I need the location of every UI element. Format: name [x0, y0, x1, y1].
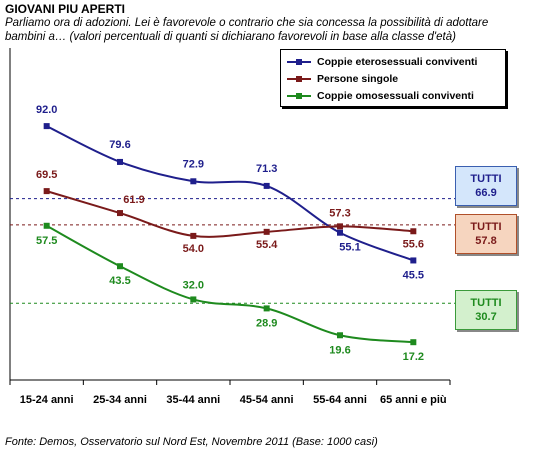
- total-label: TUTTI: [470, 297, 502, 309]
- data-point-marker: [117, 263, 123, 270]
- data-label: 69.5: [36, 169, 57, 181]
- data-label: 92.0: [36, 104, 57, 116]
- data-label: 79.6: [109, 139, 130, 151]
- data-point-marker: [117, 158, 123, 165]
- data-label: 55.6: [403, 238, 424, 250]
- data-point-marker: [410, 257, 417, 264]
- total-value: 66.9: [475, 187, 497, 199]
- series-line: [46, 125, 414, 262]
- data-point-marker: [43, 188, 50, 195]
- data-label: 19.6: [329, 344, 350, 356]
- data-label: 57.3: [329, 207, 350, 219]
- legend-label: Coppie omosessuali conviventi: [317, 89, 474, 102]
- chart-legend: Coppie eterosessuali conviventi Persone …: [280, 49, 506, 107]
- data-point-marker: [337, 229, 343, 236]
- x-tick-label: 55-64 anni: [313, 394, 367, 406]
- total-box-omosessuali: TUTTI 30.7: [455, 290, 517, 330]
- data-label: 54.0: [183, 243, 204, 255]
- x-tick-label: 45-54 anni: [240, 394, 294, 406]
- legend-item-singole: Persone singole: [287, 70, 499, 87]
- data-label: 72.9: [183, 158, 204, 170]
- total-value: 30.7: [475, 311, 497, 323]
- series-line: [46, 224, 414, 344]
- x-tick-label: 65 anni e più: [380, 394, 447, 406]
- source-note: Fonte: Demos, Osservatorio sul Nord Est,…: [5, 436, 378, 448]
- data-label: 57.5: [36, 235, 57, 247]
- total-box-singole: TUTTI 57.8: [455, 214, 517, 254]
- data-point-marker: [190, 178, 197, 185]
- data-point-marker: [410, 228, 417, 235]
- data-point-marker: [263, 228, 270, 235]
- chart-title: GIOVANI PIU APERTI: [5, 2, 126, 16]
- x-tick-label: 15-24 anni: [20, 394, 74, 406]
- data-point-marker: [263, 182, 270, 189]
- chart-subtitle: Parliamo ora di adozioni. Lei è favorevo…: [5, 17, 489, 43]
- data-label: 32.0: [183, 279, 204, 291]
- data-point-marker: [43, 222, 50, 229]
- data-point-marker: [190, 296, 197, 303]
- total-value: 57.8: [475, 235, 497, 247]
- legend-swatch-red: [287, 74, 311, 84]
- legend-item-omosessuali: Coppie omosessuali conviventi: [287, 87, 499, 104]
- data-label: 55.1: [339, 242, 360, 254]
- legend-label: Coppie eterosessuali conviventi: [317, 55, 478, 68]
- data-label: 28.9: [256, 317, 277, 329]
- legend-swatch-blue: [287, 57, 311, 67]
- series-line: [46, 190, 414, 238]
- data-point-marker: [43, 123, 50, 130]
- total-label: TUTTI: [470, 221, 502, 233]
- data-point-marker: [117, 210, 123, 217]
- data-label: 55.4: [256, 239, 278, 251]
- x-tick-label: 25-34 anni: [93, 394, 147, 406]
- legend-swatch-green: [287, 91, 311, 101]
- x-tick-label: 35-44 anni: [166, 394, 220, 406]
- data-point-marker: [263, 305, 270, 312]
- legend-label: Persone singole: [317, 72, 399, 85]
- data-label: 17.2: [403, 351, 424, 363]
- data-point-marker: [337, 332, 343, 339]
- data-label: 43.5: [109, 275, 130, 287]
- legend-item-eterosessuali: Coppie eterosessuali conviventi: [287, 53, 499, 70]
- data-label: 61.9: [123, 194, 144, 206]
- data-point-marker: [410, 339, 417, 346]
- total-label: TUTTI: [470, 173, 502, 185]
- data-point-marker: [190, 232, 197, 239]
- data-point-marker: [337, 223, 343, 230]
- total-box-eterosessuali: TUTTI 66.9: [455, 166, 517, 206]
- data-label: 71.3: [256, 163, 277, 175]
- data-label: 45.5: [403, 269, 424, 281]
